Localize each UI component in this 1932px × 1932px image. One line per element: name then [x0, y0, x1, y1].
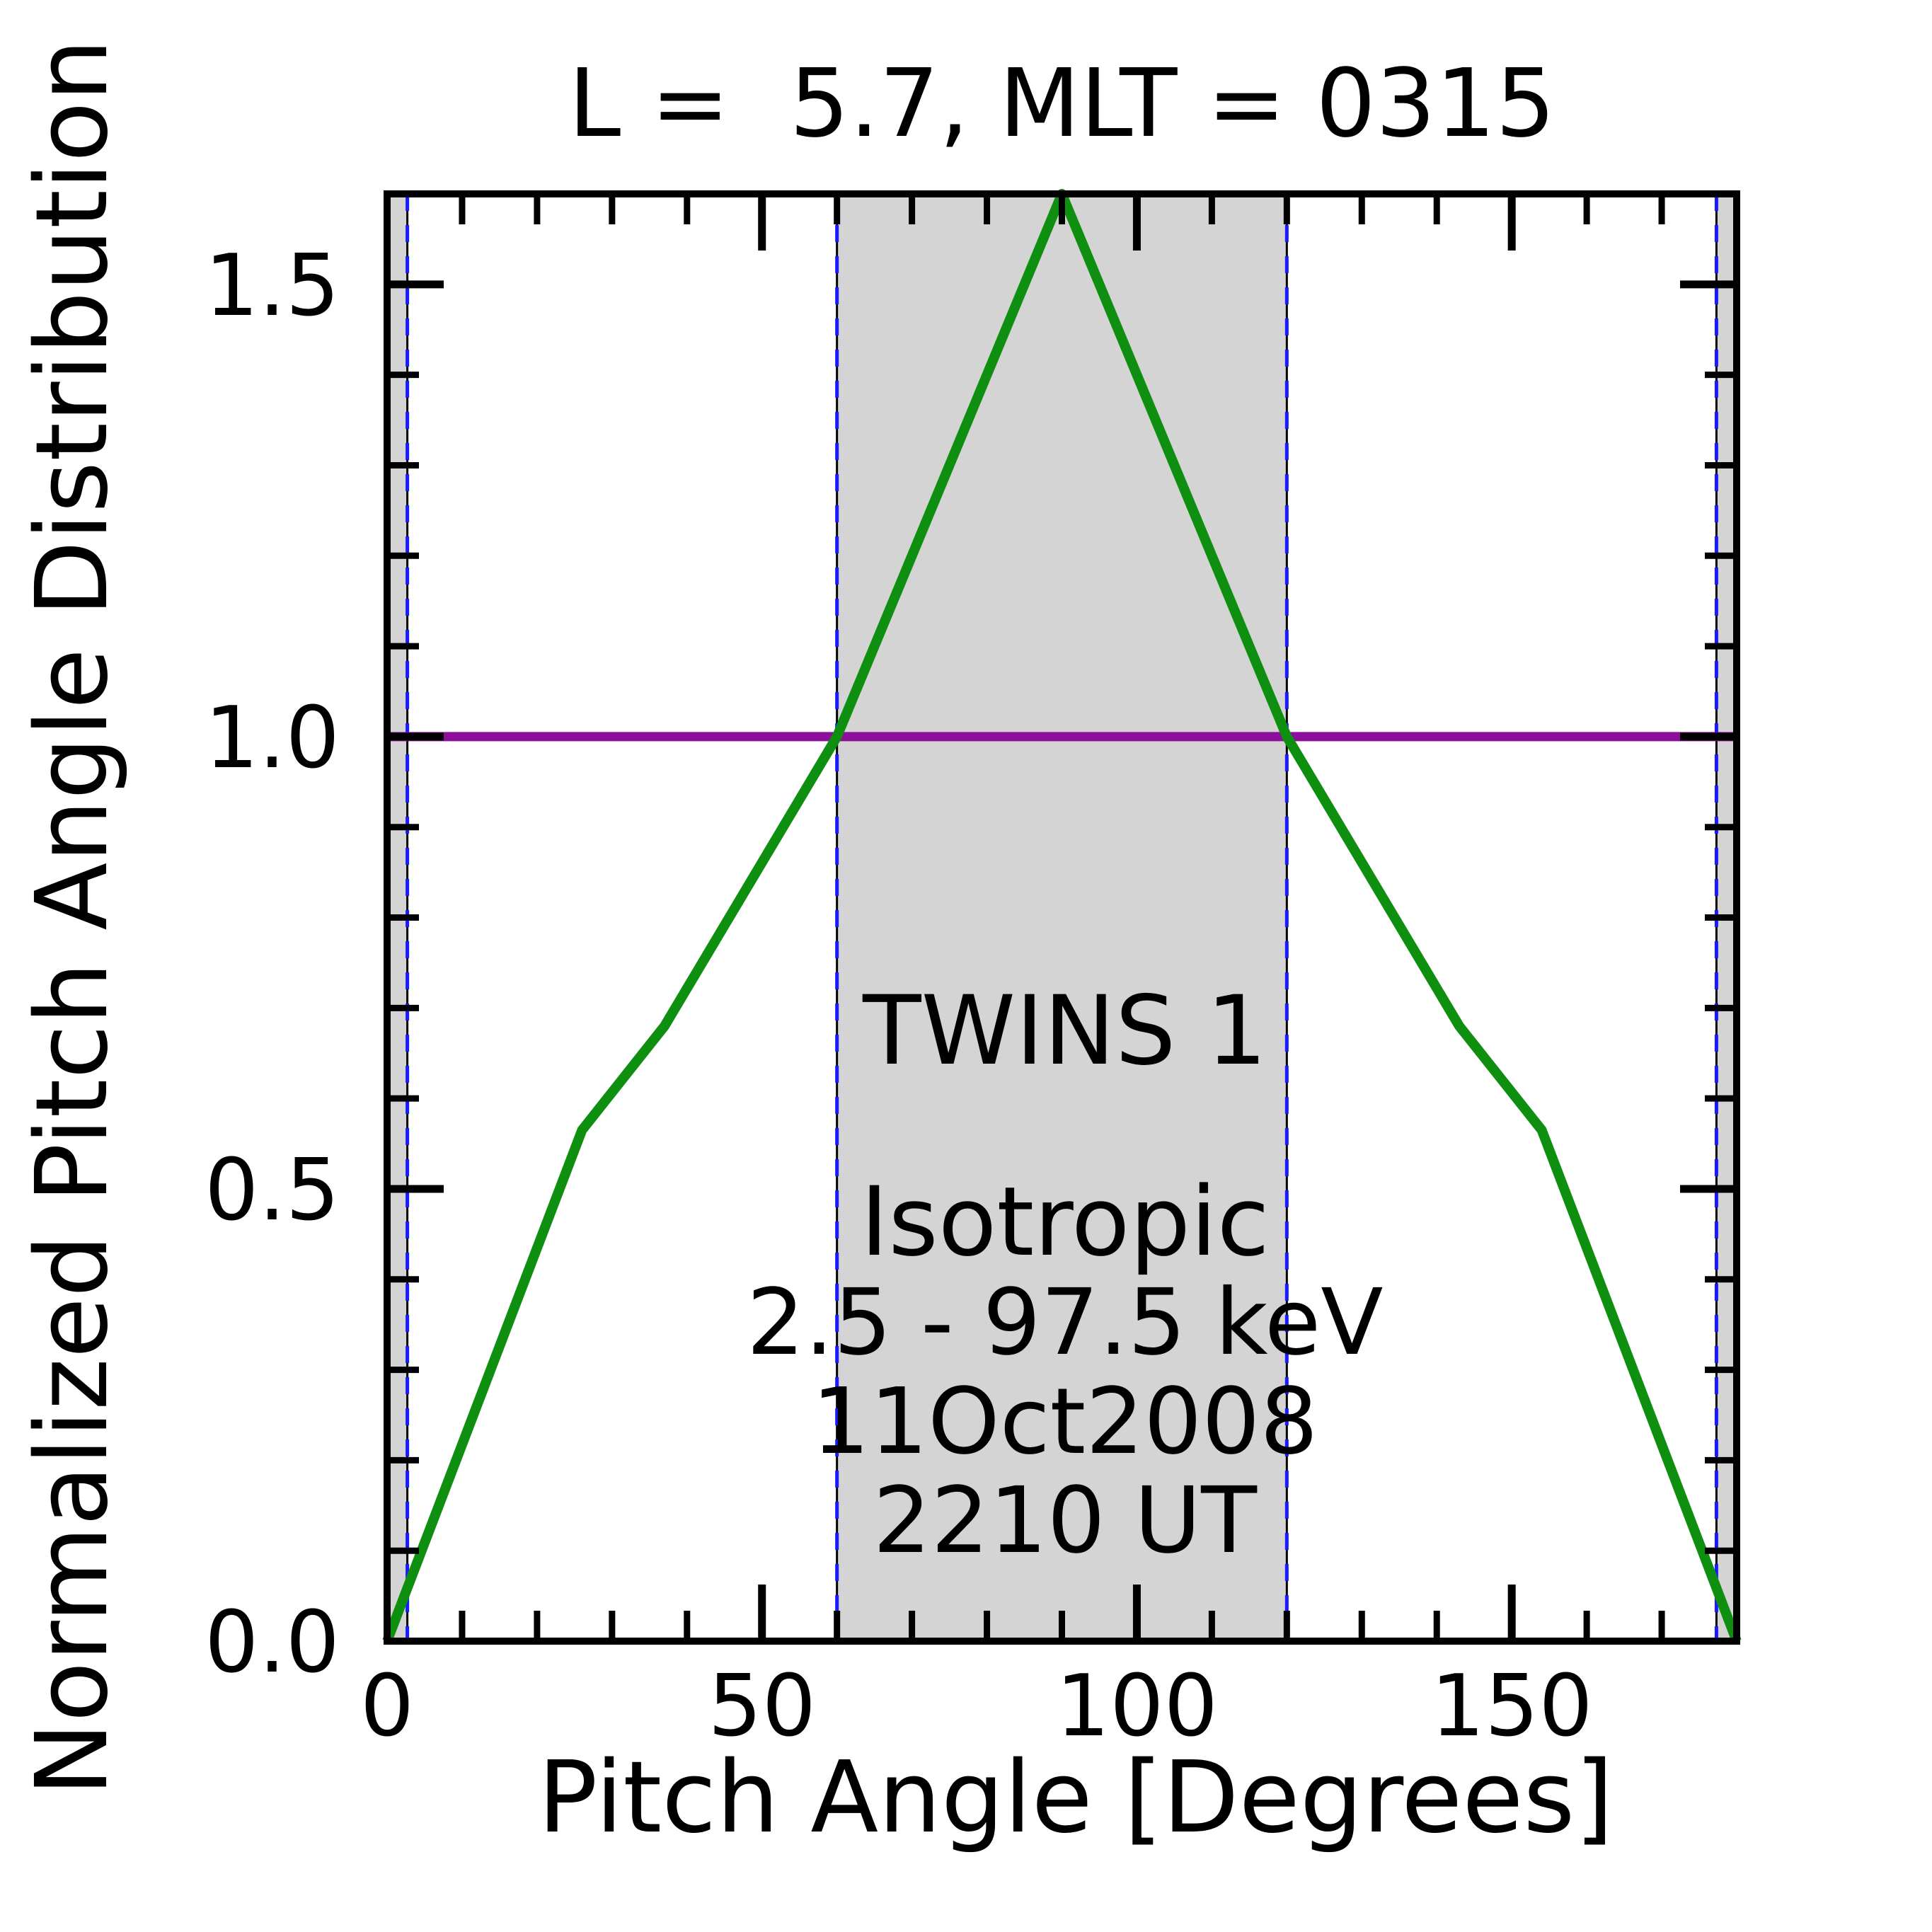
x-tick-label-150: 150	[1431, 1657, 1593, 1756]
y-axis-label: Normalized Pitch Angle Distribution	[15, 39, 130, 1796]
x-tick-labels: 0 50 100 150	[360, 1657, 1593, 1756]
x-axis-label: Pitch Angle [Degrees]	[538, 1740, 1614, 1856]
annotation-isotropic: Isotropic	[861, 1166, 1270, 1277]
y-tick-label-1.5: 1.5	[205, 237, 340, 335]
y-tick-label-0.5: 0.5	[205, 1142, 340, 1240]
x-tick-label-100: 100	[1056, 1657, 1218, 1756]
y-tick-label-0.0: 0.0	[205, 1594, 340, 1692]
axis-ticks	[387, 194, 1737, 1641]
y-tick-label-1.0: 1.0	[205, 689, 340, 788]
chart-title: L = 5.7, MLT = 0315	[568, 50, 1556, 159]
annotation-time-ut: 2210 UT	[873, 1468, 1258, 1574]
annotation-date: 11Oct2008	[812, 1369, 1318, 1475]
x-tick-label-50: 50	[708, 1657, 816, 1756]
annotation-twins1: TWINS 1	[862, 975, 1267, 1086]
y-tick-labels: 0.0 0.5 1.0 1.5	[205, 237, 340, 1692]
annotation-energy-range: 2.5 - 97.5 keV	[747, 1270, 1384, 1376]
x-tick-label-0: 0	[360, 1657, 414, 1756]
